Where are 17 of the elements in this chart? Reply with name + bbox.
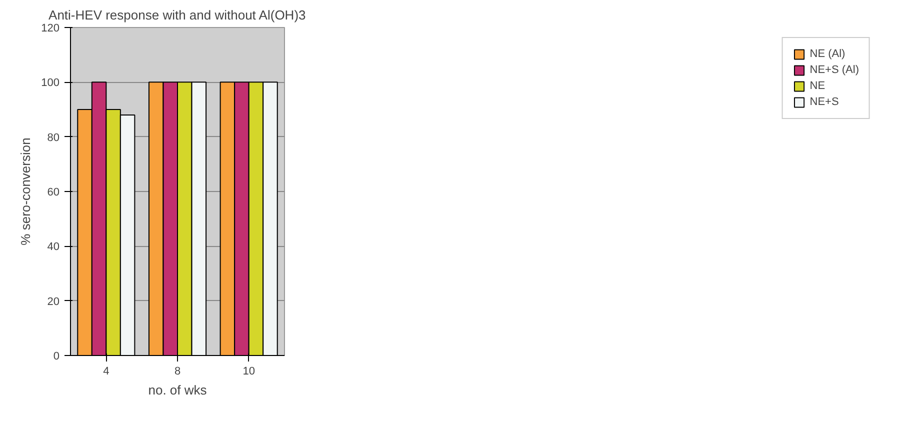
y-tick-label: 120	[41, 22, 60, 34]
legend-label: NE (Al)	[810, 48, 846, 60]
x-axis-title: no. of wks	[148, 382, 208, 398]
y-tick-label: 40	[47, 241, 60, 254]
x-tick-label: 8	[174, 366, 181, 378]
legend-label: NE+S (Al)	[810, 64, 859, 76]
y-axis-title: % sero-conversion	[18, 138, 34, 246]
x-tick-label: 10	[242, 366, 255, 378]
x-tick-label: 4	[103, 366, 110, 378]
y-tick-label: 20	[47, 296, 60, 308]
y-tick-label: 80	[47, 132, 60, 144]
y-tick-label: 60	[47, 186, 60, 198]
chart-title: Anti-HEV response with and without Al(OH)3	[48, 8, 306, 22]
legend-label: NE	[810, 80, 826, 92]
y-tick-label: 0	[53, 350, 60, 362]
y-tick-label: 100	[41, 77, 60, 90]
legend-label: NE+S	[810, 96, 839, 108]
